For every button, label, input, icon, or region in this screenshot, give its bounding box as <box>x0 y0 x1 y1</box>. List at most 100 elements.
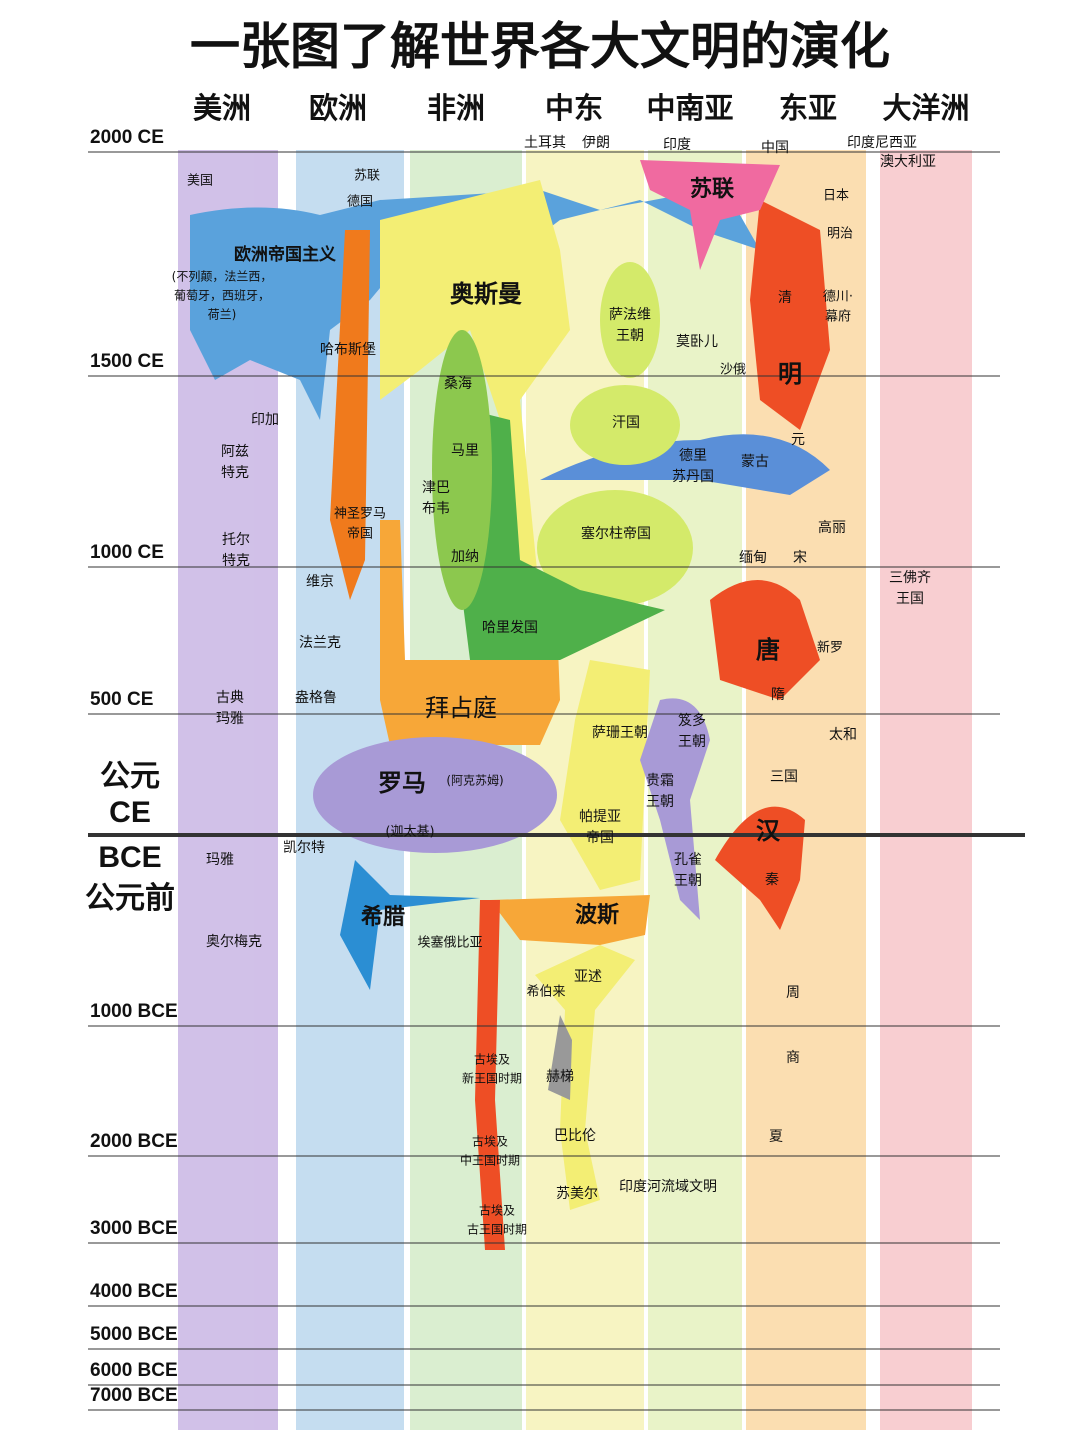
civilization-label: 新王国时期 <box>462 1071 522 1086</box>
civilization-label: 王朝 <box>646 794 674 810</box>
civilization-label: 笈多 <box>678 712 706 729</box>
civilization-label: 新罗 <box>817 640 843 656</box>
civilization-label: 盎格鲁 <box>295 690 337 706</box>
civilization-label: 太和 <box>829 727 857 743</box>
era-ce: CE <box>109 796 151 829</box>
civilization-label: 帝国 <box>586 830 614 846</box>
civilization-label: 汗国 <box>612 415 640 431</box>
civilization-label: 苏丹国 <box>672 469 714 485</box>
shape-habsburg <box>330 230 370 600</box>
civilization-label: 萨珊王朝 <box>592 725 648 741</box>
shape-rome <box>313 737 557 853</box>
civilization-label: 罗马 <box>378 769 426 797</box>
era-bce-cn: 公元前 <box>85 882 175 915</box>
time-label: 3000 BCE <box>90 1218 178 1239</box>
title: 一张图了解世界各大文明的演化 <box>190 18 890 76</box>
era-ce-cn: 公元 <box>100 760 160 793</box>
civilization-label: 荷兰) <box>208 308 237 322</box>
civilization-label: 苏联 <box>690 176 734 202</box>
shape-ming-qing <box>750 200 830 430</box>
civilization-label: 哈里发国 <box>482 620 538 636</box>
shape-caliphate <box>460 410 665 660</box>
civilization-label: 拜占庭 <box>425 694 497 722</box>
region-header: 大洋洲 <box>882 91 969 125</box>
time-label: 1500 CE <box>90 351 164 372</box>
time-label: 6000 BCE <box>90 1360 178 1381</box>
shape-tang <box>710 580 820 700</box>
shape-india <box>640 698 710 920</box>
shape-han <box>715 806 805 930</box>
region-header: 美洲 <box>193 91 251 125</box>
civilization-label: 中王国时期 <box>460 1153 520 1168</box>
country-label: 澳大利亚 <box>880 154 936 170</box>
civilization-label: 奥尔梅克 <box>206 933 262 950</box>
civilization-label: 阿兹 <box>221 444 249 460</box>
civilization-label: 王朝 <box>678 734 706 750</box>
civilization-label: 美国 <box>187 174 213 189</box>
region-header: 中南亚 <box>646 91 733 125</box>
time-label: 1000 BCE <box>90 1001 178 1022</box>
time-label: 1000 CE <box>90 542 164 563</box>
civilization-label: 帕提亚 <box>579 809 621 825</box>
country-label: 中国 <box>761 140 789 156</box>
region-header: 非洲 <box>427 91 485 125</box>
shape-hittite <box>548 1015 572 1100</box>
civilization-label: 明 <box>778 360 802 388</box>
civilization-label: 清 <box>778 290 792 306</box>
civilization-label: 凯尔特 <box>283 840 325 856</box>
civilization-label: 莫卧儿 <box>676 334 718 350</box>
civilization-label: 沙俄 <box>720 363 746 378</box>
civilization-label: 奥斯曼 <box>450 280 522 308</box>
civilization-label: 波斯 <box>575 902 619 928</box>
civilization-label: 神圣罗马 <box>334 507 386 522</box>
civilization-label: 希伯来 <box>526 985 565 1000</box>
civilization-label: 塞尔柱帝国 <box>581 525 651 542</box>
civilization-label: 孔雀 <box>674 852 702 868</box>
shape-safavid <box>600 262 660 378</box>
shape-ottoman <box>380 180 570 620</box>
civilization-label: 日本 <box>823 189 849 204</box>
civilization-label: 苏联 <box>354 168 380 184</box>
civilization-label: 王朝 <box>616 328 644 344</box>
civilization-label: 古王国时期 <box>467 1222 527 1237</box>
civilization-label: 玛雅 <box>216 711 244 727</box>
region-header: 东亚 <box>779 91 837 125</box>
civilization-label: 法兰克 <box>299 635 341 651</box>
shape-soviet <box>640 160 780 270</box>
time-label: 4000 BCE <box>90 1281 178 1302</box>
column-oceania <box>880 150 972 1430</box>
civilization-label: 贵霜 <box>646 773 674 789</box>
civilization-label: (迦太基) <box>385 825 434 840</box>
civilization-label: 元 <box>791 432 805 448</box>
civilization-label: 周 <box>786 985 800 1001</box>
civilization-label: 古典 <box>216 690 244 706</box>
civilization-label: 王朝 <box>674 873 702 889</box>
civilization-label: 宋 <box>793 550 807 566</box>
civilization-label: 三国 <box>770 769 798 785</box>
civilization-label: 王国 <box>896 591 924 607</box>
civilization-label: 隋 <box>771 687 785 703</box>
civilization-label: 三佛齐 <box>889 570 931 586</box>
shape-greece <box>340 860 480 990</box>
shape-persia <box>490 895 650 945</box>
civilization-label: 哈布斯堡 <box>320 342 376 358</box>
civilization-label: 缅甸 <box>739 550 767 566</box>
civilization-label: 夏 <box>769 1129 783 1145</box>
country-label: 伊朗 <box>582 135 610 151</box>
civilization-label: 托尔 <box>222 532 250 548</box>
civilization-label: 唐 <box>756 636 780 664</box>
civilization-label: 商 <box>786 1050 800 1066</box>
civilization-label: 印加 <box>251 412 279 428</box>
civilization-label: 葡萄牙，西班牙， <box>174 289 270 303</box>
civilization-label: 蒙古 <box>741 454 769 470</box>
civilization-label: 幕府 <box>825 310 851 325</box>
civilization-label: 古埃及 <box>479 1203 515 1218</box>
country-label: 印度尼西亚 <box>847 135 917 151</box>
country-label: 印度 <box>663 137 691 153</box>
civilization-label: 德里 <box>679 448 707 464</box>
civilization-label: 苏美尔 <box>556 1186 598 1202</box>
civilization-label: 帝国 <box>347 526 373 542</box>
civilization-label: 加纳 <box>451 549 479 565</box>
shape-european-imperialism <box>190 190 760 420</box>
